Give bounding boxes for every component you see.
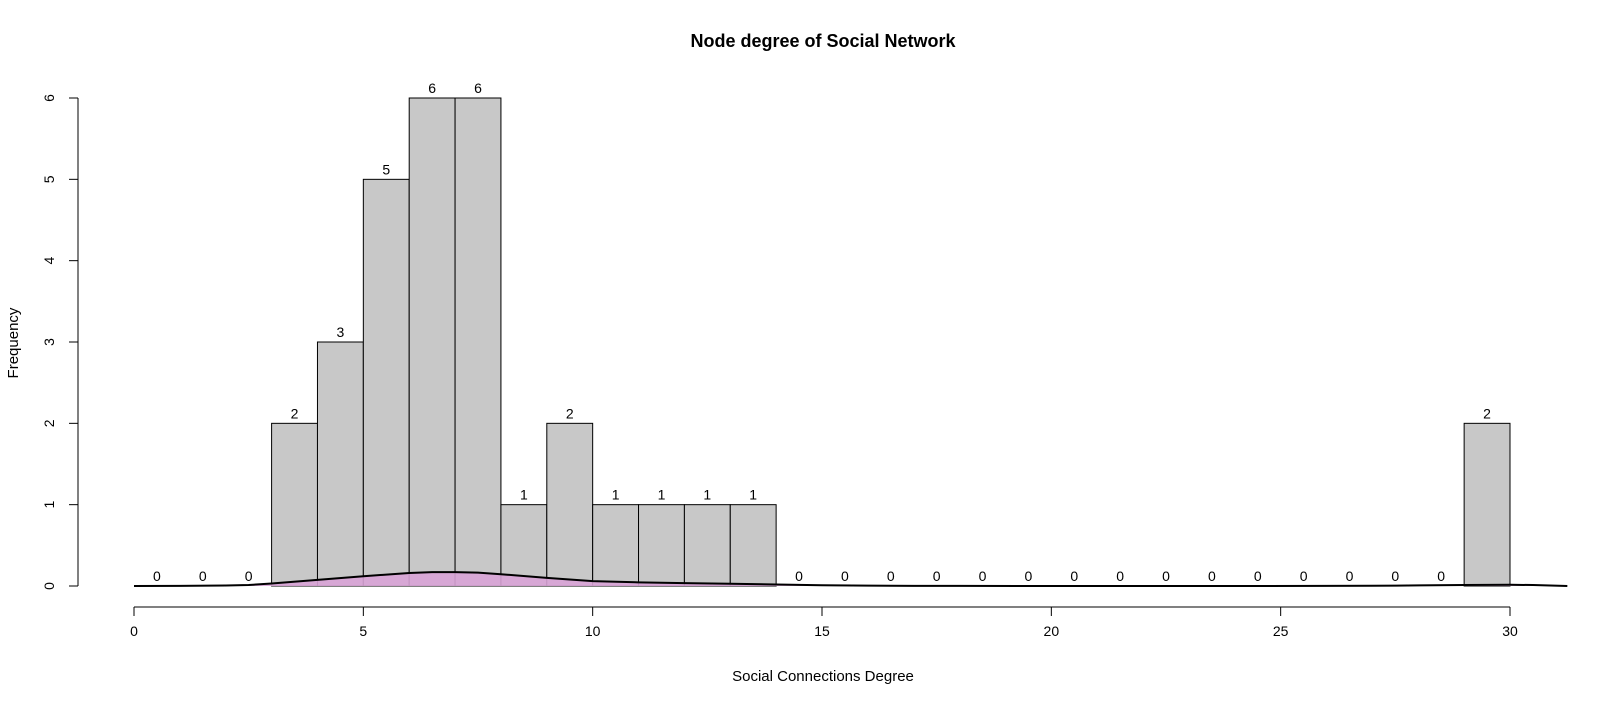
bar-count-label: 2: [566, 405, 574, 421]
y-axis: 0 1 2 3 4 5 6: [41, 94, 79, 590]
y-tick-label: 2: [41, 419, 57, 427]
histogram-bar: [683, 504, 731, 587]
histogram-bar: [1463, 422, 1511, 587]
histogram-bar: [500, 504, 548, 587]
x-tick-label: 20: [1044, 623, 1060, 639]
histogram-bar: [316, 341, 364, 587]
histogram-bar: [454, 97, 502, 587]
bar-count-label: 1: [658, 487, 666, 503]
bar-count-label: 5: [382, 161, 390, 177]
histogram-bar: [408, 97, 456, 587]
y-tick-label: 6: [41, 94, 57, 102]
bar-count-label: 6: [428, 80, 436, 96]
bar-count-label: 0: [1116, 568, 1124, 584]
bar-count-label: 0: [933, 568, 941, 584]
bar-count-label: 6: [474, 80, 482, 96]
bar-count-label: 3: [337, 324, 345, 340]
x-tick-label: 30: [1502, 623, 1518, 639]
x-tick-label: 10: [585, 623, 601, 639]
density-group: [133, 571, 1568, 587]
x-tick-label: 0: [130, 623, 138, 639]
bar-count-label: 2: [291, 405, 299, 421]
bar-count-label: 0: [199, 568, 207, 584]
bar-count-label: 0: [1346, 568, 1354, 584]
x-tick-label: 5: [359, 623, 367, 639]
x-tick-label: 25: [1273, 623, 1289, 639]
bar-count-label: 0: [1025, 568, 1033, 584]
bar-count-label: 0: [245, 568, 253, 584]
bars-group: [271, 97, 1511, 587]
x-axis-label: Social Connections Degree: [732, 668, 914, 685]
y-tick-label: 4: [41, 257, 57, 265]
y-tick-label: 5: [41, 175, 57, 183]
histogram-bar: [546, 422, 594, 587]
bar-count-label: 0: [153, 568, 161, 584]
density-line: [133, 571, 1568, 587]
histogram-bar: [638, 504, 685, 587]
histogram-bar: [362, 178, 410, 587]
bar-count-label: 0: [1437, 568, 1445, 584]
count-labels-group: 0 0 0 2 3 5 6 6 1 2 1 1 1 1 0 0 0 0 0 0 0 0 0 0 0 0 0 0 0 2: [153, 80, 1491, 584]
bar-count-label: 1: [703, 487, 711, 503]
bar-count-label: 0: [1391, 568, 1399, 584]
y-tick-label: 0: [41, 582, 57, 590]
y-axis-label: Frequency: [5, 307, 22, 378]
y-tick-label: 1: [41, 501, 57, 509]
histogram-bar: [729, 504, 777, 587]
y-tick-label: 3: [41, 338, 57, 346]
density-area: [134, 572, 1568, 586]
bar-count-label: 0: [887, 568, 895, 584]
histogram-bar: [271, 422, 318, 587]
bar-count-label: 2: [1483, 405, 1491, 421]
bar-count-label: 0: [795, 568, 803, 584]
bar-count-label: 0: [1300, 568, 1308, 584]
bar-count-label: 1: [612, 487, 620, 503]
chart-title: Node degree of Social Network: [690, 31, 956, 51]
x-axis: 0 5 10 15 20 25 30: [130, 606, 1518, 639]
bar-count-label: 1: [749, 487, 757, 503]
x-tick-label: 15: [814, 623, 830, 639]
bar-count-label: 0: [841, 568, 849, 584]
bar-count-label: 0: [1254, 568, 1262, 584]
bar-count-label: 1: [520, 487, 528, 503]
histogram-bar: [592, 504, 640, 587]
bar-count-label: 0: [979, 568, 987, 584]
bar-count-label: 0: [1070, 568, 1078, 584]
bar-count-label: 0: [1208, 568, 1216, 584]
bar-count-label: 0: [1162, 568, 1170, 584]
